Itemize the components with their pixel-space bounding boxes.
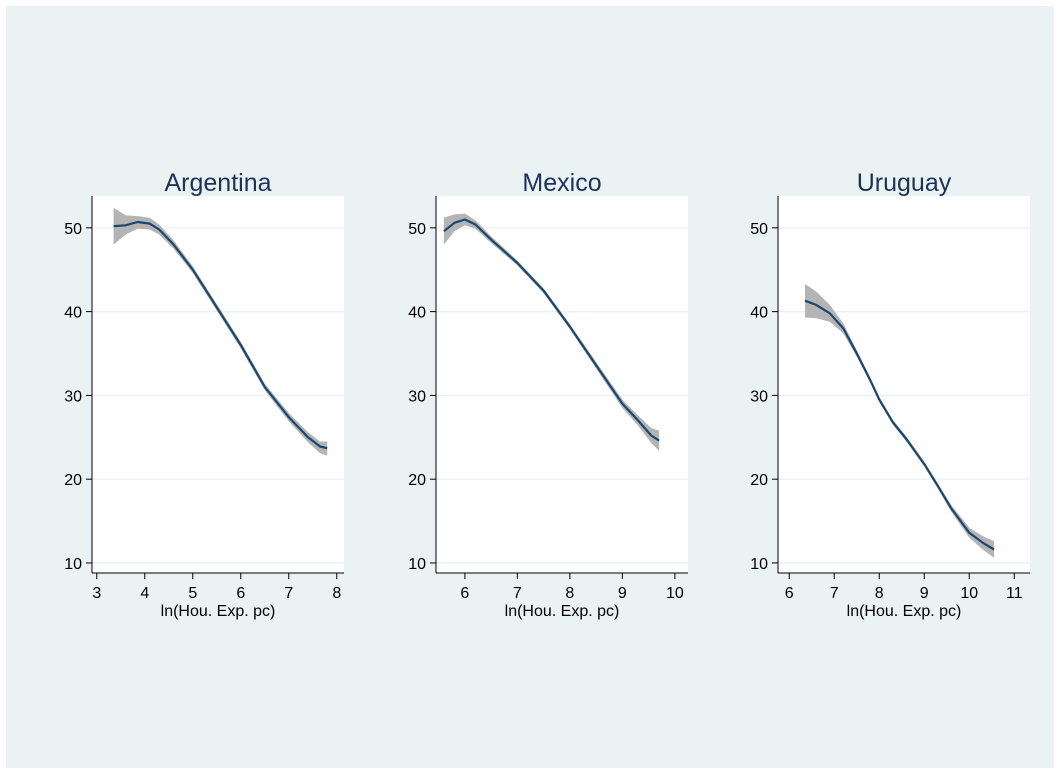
- x-axis-title: ln(Hou. Exp. pc): [505, 603, 620, 620]
- y-tick-label: 10: [408, 556, 426, 573]
- x-axis-title: ln(Hou. Exp. pc): [161, 603, 276, 620]
- y-tick-label: 40: [750, 305, 768, 322]
- series-line: [804, 299, 995, 551]
- panel-argentina: Argentina 10 20 30 40 50 3 4 5 6 7 8 ln(Hou. Exp. …: [64, 169, 344, 620]
- y-tick-label: 30: [64, 388, 82, 405]
- panel-title: Argentina: [164, 169, 271, 197]
- x-tick-label: 8: [332, 585, 341, 602]
- x-tick-label: 11: [1006, 585, 1023, 602]
- y-tick-label: 20: [64, 472, 82, 489]
- y-tick-label: 20: [408, 472, 426, 489]
- panel-uruguay: Uruguay 10 20 30 40 50 6 7 8 9 10 11 ln(Hou. Exp. …: [750, 169, 1030, 620]
- figure-background: Argentina 10 20 30 40 50 3 4 5 6 7 8 ln(Hou. Exp. …: [6, 6, 1054, 768]
- panel-mexico: Mexico 10 20 30 40 50 6 7 8 9 10 ln(Hou. Exp. pc): [408, 169, 688, 620]
- axes: [91, 196, 344, 574]
- plot-area: [778, 196, 1030, 573]
- x-tick-label: 4: [140, 585, 149, 602]
- plot-area: [436, 196, 688, 573]
- panel-title: Mexico: [522, 169, 601, 197]
- x-tick-label: 9: [920, 585, 929, 602]
- x-tick-label: 10: [960, 585, 978, 602]
- x-tick-label: 6: [785, 585, 794, 602]
- ticks: 10 20 30 40 50 6 7 8 9 10 11: [750, 221, 1022, 602]
- x-tick-label: 8: [565, 585, 574, 602]
- x-tick-label: 10: [666, 585, 684, 602]
- ticks: 10 20 30 40 50 3 4 5 6 7 8: [64, 221, 341, 602]
- small-multiples-chart: Argentina 10 20 30 40 50 3 4 5 6 7 8 ln(Hou. Exp. …: [64, 169, 1030, 620]
- x-tick-label: 8: [875, 585, 884, 602]
- axes: [777, 196, 1030, 574]
- panel-title: Uruguay: [857, 169, 952, 197]
- y-tick-label: 10: [750, 556, 768, 573]
- x-tick-label: 6: [236, 585, 245, 602]
- confidence-band: [113, 207, 328, 456]
- x-axis-title: ln(Hou. Exp. pc): [847, 603, 962, 620]
- x-tick-label: 6: [460, 585, 469, 602]
- series-line: [113, 220, 328, 450]
- ticks: 10 20 30 40 50 6 7 8 9 10: [408, 221, 684, 602]
- grid-lines: [778, 227, 1030, 564]
- grid-lines: [436, 227, 688, 564]
- x-tick-label: 7: [830, 585, 839, 602]
- confidence-band: [805, 284, 994, 558]
- series-line: [443, 218, 660, 442]
- x-tick-label: 7: [284, 585, 293, 602]
- y-tick-label: 40: [408, 305, 426, 322]
- y-tick-label: 20: [750, 472, 768, 489]
- y-tick-label: 50: [408, 221, 426, 238]
- axes: [435, 196, 688, 574]
- y-tick-label: 30: [750, 388, 768, 405]
- plot-area: [92, 196, 344, 573]
- x-tick-label: 9: [618, 585, 627, 602]
- y-tick-label: 40: [64, 305, 82, 322]
- y-tick-label: 30: [408, 388, 426, 405]
- y-tick-label: 50: [750, 221, 768, 238]
- x-tick-label: 7: [513, 585, 522, 602]
- x-tick-label: 3: [92, 585, 101, 602]
- y-tick-label: 50: [64, 221, 82, 238]
- x-tick-label: 5: [188, 585, 197, 602]
- y-tick-label: 10: [64, 556, 82, 573]
